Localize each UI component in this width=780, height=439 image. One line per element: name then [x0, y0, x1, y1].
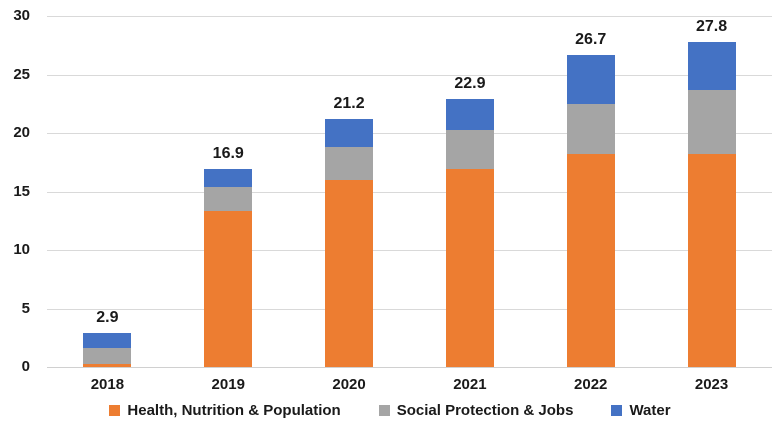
legend-swatch-icon	[611, 405, 623, 416]
bar-segment	[204, 169, 253, 187]
total-data-label: 2.9	[96, 309, 119, 327]
y-tick-label-10: 10	[13, 241, 30, 258]
gridline-y-5	[47, 308, 772, 310]
bar-segment	[687, 41, 736, 90]
legend-swatch-icon	[109, 405, 121, 416]
y-tick-label-25: 25	[13, 65, 30, 83]
stacked-bar-2020	[325, 118, 374, 367]
stacked-bar-2019	[204, 169, 253, 367]
y-tick-label-15: 15	[13, 182, 30, 200]
total-data-label: 21.2	[333, 94, 365, 112]
category-slot-2021: 22.9 2021	[409, 16, 530, 393]
gridline-y-15	[47, 191, 772, 193]
bar-segment	[83, 348, 132, 364]
bar-segment	[566, 54, 615, 104]
x-tick-label-2018: 2018	[90, 376, 125, 393]
bar-segment	[445, 169, 494, 367]
stacked-bar-2022	[566, 54, 615, 367]
legend: Health, Nutrition & Population Social Pro…	[0, 402, 780, 419]
total-data-label: 16.9	[212, 145, 244, 163]
legend-item: Social Protection & Jobs	[378, 402, 574, 419]
bar-segment	[83, 363, 132, 367]
gridline-y-25	[47, 74, 772, 76]
bar-segment	[325, 179, 374, 367]
x-tick-label-2022: 2022	[574, 376, 608, 393]
legend-label: Water	[629, 402, 671, 419]
total-data-label: 22.9	[454, 75, 486, 93]
y-tick-label-30: 30	[13, 7, 30, 24]
bar-segment	[566, 154, 615, 367]
bar-segment	[83, 333, 132, 349]
x-axis-line	[47, 367, 772, 368]
bar-segment	[687, 89, 736, 155]
bar-segment	[325, 118, 374, 148]
bar-segment	[566, 103, 615, 155]
x-tick-label-2019: 2019	[211, 376, 245, 393]
bar-segment	[445, 99, 494, 130]
gridline-y-10	[47, 250, 772, 251]
bar-segment	[687, 154, 736, 367]
y-tick-label-20: 20	[13, 124, 30, 141]
bar-segment	[204, 211, 253, 367]
x-tick-label-2023: 2023	[694, 376, 729, 393]
total-data-label: 26.7	[575, 30, 607, 48]
gridline-y-30	[47, 16, 772, 17]
bar-segment	[445, 129, 494, 170]
y-tick-label-5: 5	[21, 299, 30, 317]
y-axis-tick-labels: 0 5 10 15 20 25 30	[0, 7, 34, 375]
category-slot-2023: 27.8 2023	[651, 16, 772, 393]
legend-item: Health, Nutrition & Population	[109, 402, 341, 419]
stacked-bar-2018	[83, 333, 132, 367]
x-tick-label-2020: 2020	[332, 376, 366, 393]
total-data-label: 27.8	[695, 17, 728, 35]
bar-slots: 2.9 2018 16.9 2019 21.2 2020 22.9 2021 26.7 2022 2…	[47, 16, 772, 393]
legend-item: Water	[611, 402, 671, 419]
category-slot-2019: 16.9 2019	[168, 16, 289, 393]
category-slot-2018: 2.9 2018	[47, 16, 168, 393]
bar-segment	[204, 186, 253, 212]
legend-label: Social Protection & Jobs	[396, 402, 574, 419]
legend-label: Health, Nutrition & Population	[127, 402, 341, 419]
stacked-bar-2023	[687, 41, 736, 367]
category-slot-2022: 26.7 2022	[530, 16, 651, 393]
category-slot-2020: 21.2 2020	[289, 16, 410, 393]
stacked-bar-2021	[445, 99, 494, 367]
gridline-y-20	[47, 133, 772, 134]
x-tick-label-2021: 2021	[453, 376, 487, 393]
y-tick-label-0: 0	[21, 358, 30, 375]
bar-segment	[325, 147, 374, 180]
plot-area: 2.9 2018 16.9 2019 21.2 2020 22.9 2021 26.7 2022 2…	[47, 16, 772, 393]
legend-swatch-icon	[378, 405, 390, 416]
